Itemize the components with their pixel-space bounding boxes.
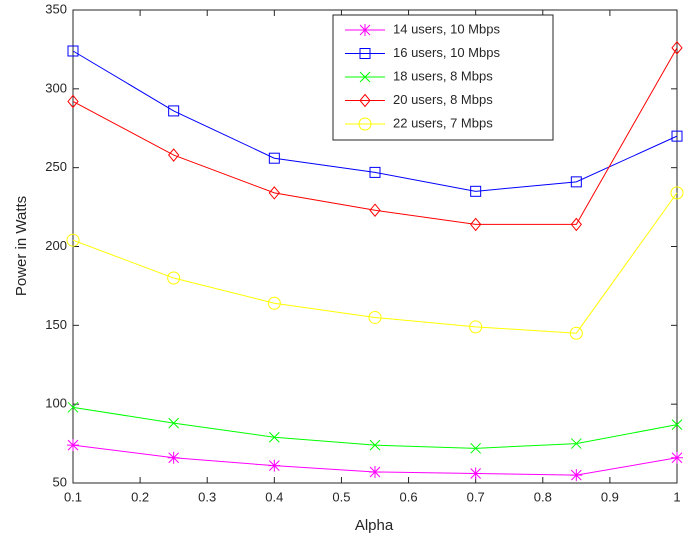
marker [671,41,683,55]
marker [268,431,280,443]
series-line [72,192,678,334]
legend-label: 20 users, 8 Mbps [393,92,493,107]
marker [369,166,381,178]
y-tick-label: 50 [53,474,67,489]
marker [569,326,583,340]
marker [368,310,382,324]
marker [670,186,684,200]
marker [167,451,180,464]
marker [168,148,180,162]
marker [671,130,683,142]
y-tick-label: 250 [45,159,67,174]
y-axis-label: Power in Watts [13,196,30,296]
marker [67,439,79,452]
y-tick-label: 200 [45,238,67,253]
marker [268,152,280,164]
marker [168,417,180,429]
x-tick-label: 0.2 [131,489,149,504]
marker [470,217,482,232]
x-tick-label: 0.9 [601,489,619,504]
marker [470,442,482,454]
y-tick-label: 150 [45,317,67,332]
marker [67,45,79,57]
legend: 14 users, 10 Mbps 16 users, 10 Mbps 18 use… [332,14,554,141]
marker [369,203,381,218]
marker [469,467,482,480]
marker [671,419,683,431]
legend-marker [358,117,372,131]
marker [369,439,381,451]
marker [168,105,180,117]
marker [469,320,483,334]
marker [570,438,582,449]
marker [570,217,582,232]
marker [268,459,281,472]
legend-marker [359,24,371,36]
legend-label: 18 users, 8 Mbps [393,68,493,83]
marker [167,271,181,285]
legend-label: 16 users, 10 Mbps [393,45,500,60]
x-axis-label: Alpha [355,517,394,534]
legend-marker [359,71,371,83]
x-tick-label: 0.1 [64,489,82,504]
x-tick-label: 0.6 [400,489,418,504]
x-tick-label: 0.7 [467,489,485,504]
x-tick-label: 0.8 [534,489,552,504]
y-tick-label: 300 [45,80,67,95]
x-tick-label: 0.5 [332,489,350,504]
x-tick-label: 1 [673,489,680,504]
legend-marker [359,48,371,59]
series-line [72,47,678,225]
marker [67,94,79,109]
marker [66,233,80,247]
marker [268,186,280,200]
legend-label: 22 users, 7 Mbps [393,115,493,130]
marker [267,296,281,310]
marker [67,401,79,413]
x-tick-label: 0.3 [198,489,216,504]
x-tick-label: 0.4 [265,489,283,504]
legend-marker [359,93,371,108]
marker [369,465,381,478]
marker [570,176,582,188]
y-tick-label: 100 [45,396,67,411]
legend-label: 14 users, 10 Mbps [393,21,500,36]
marker [671,451,683,464]
y-tick-label: 350 [45,1,67,16]
marker [470,185,482,197]
series-line [72,50,678,192]
marker [570,469,583,482]
